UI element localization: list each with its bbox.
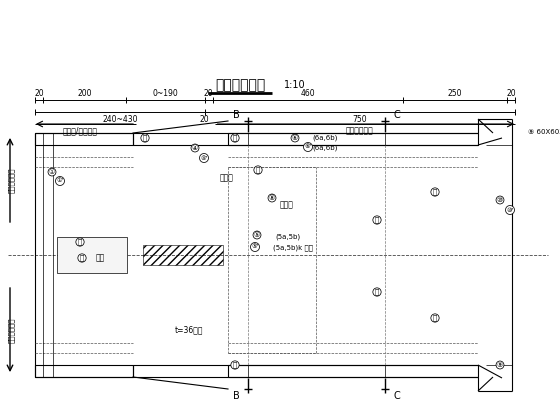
Text: 基坑水平方向: 基坑水平方向 [8,317,15,343]
Bar [35,365,133,377]
Text: ⑨: ⑨ [497,362,503,368]
Text: C: C [393,391,400,401]
Text: 基坑水平方向: 基坑水平方向 [8,167,15,193]
Bar [143,245,223,265]
Text: ⑰: ⑰ [233,135,237,141]
Text: 1:10: 1:10 [284,80,306,90]
Text: ⑲: ⑲ [78,239,82,245]
Text: C: C [393,110,400,120]
Text: 750: 750 [352,115,367,123]
Text: 460: 460 [301,89,315,97]
Text: t=36楔块: t=36楔块 [175,326,203,334]
Text: B: B [234,110,240,120]
Text: 20: 20 [506,89,516,97]
Text: ①': ①' [56,178,64,184]
Text: 0~190: 0~190 [152,89,178,97]
Text: 250: 250 [448,89,462,97]
Text: 活络头构造图: 活络头构造图 [215,78,265,92]
Text: (5a,5b)k 余同: (5a,5b)k 余同 [273,245,313,251]
Bar [228,133,478,145]
Text: ⑲: ⑲ [143,135,147,141]
Text: 肋板: 肋板 [96,254,105,262]
Text: ⑨ 60X60X30加劲肋: ⑨ 60X60X30加劲肋 [528,129,560,135]
Text: ④': ④' [200,155,208,160]
Text: ⑤': ⑤' [251,244,259,249]
Text: ①: ① [49,169,55,175]
Text: ⑤: ⑤ [254,232,260,238]
Text: ⑰: ⑰ [256,167,260,173]
Text: ⑯: ⑯ [80,255,84,261]
Text: ⑰: ⑰ [233,362,237,368]
Text: (5a,5b): (5a,5b) [275,234,300,240]
Text: 20: 20 [34,89,44,97]
Text: 240~430: 240~430 [102,115,138,123]
Text: (6a,6b): (6a,6b) [312,135,337,141]
Text: ⑪: ⑪ [433,315,437,321]
Text: 20: 20 [204,89,213,97]
Text: ⑰: ⑰ [375,289,379,295]
Text: 活楔头: 活楔头 [220,173,234,183]
Text: 接钢支撑方向: 接钢支撑方向 [346,126,374,136]
Text: 200: 200 [77,89,92,97]
Bar [228,365,478,377]
Bar [35,133,133,145]
Text: B: B [234,391,240,401]
Text: ⑩': ⑩' [506,207,514,213]
Text: ⑧: ⑧ [269,195,275,201]
Text: ⑥': ⑥' [304,144,312,150]
Text: ④: ④ [192,145,198,151]
Text: ⑥: ⑥ [292,135,298,141]
Text: ⑰: ⑰ [375,217,379,223]
Text: (6a,6b): (6a,6b) [312,145,337,151]
Text: 竖肋板: 竖肋板 [280,200,294,210]
Text: 20: 20 [200,115,209,123]
Text: ⑪: ⑪ [433,189,437,195]
Text: ⑩: ⑩ [497,197,503,203]
Bar [57,237,127,273]
Text: 接冠梁/圆锁方向: 接冠梁/圆锁方向 [63,126,98,136]
